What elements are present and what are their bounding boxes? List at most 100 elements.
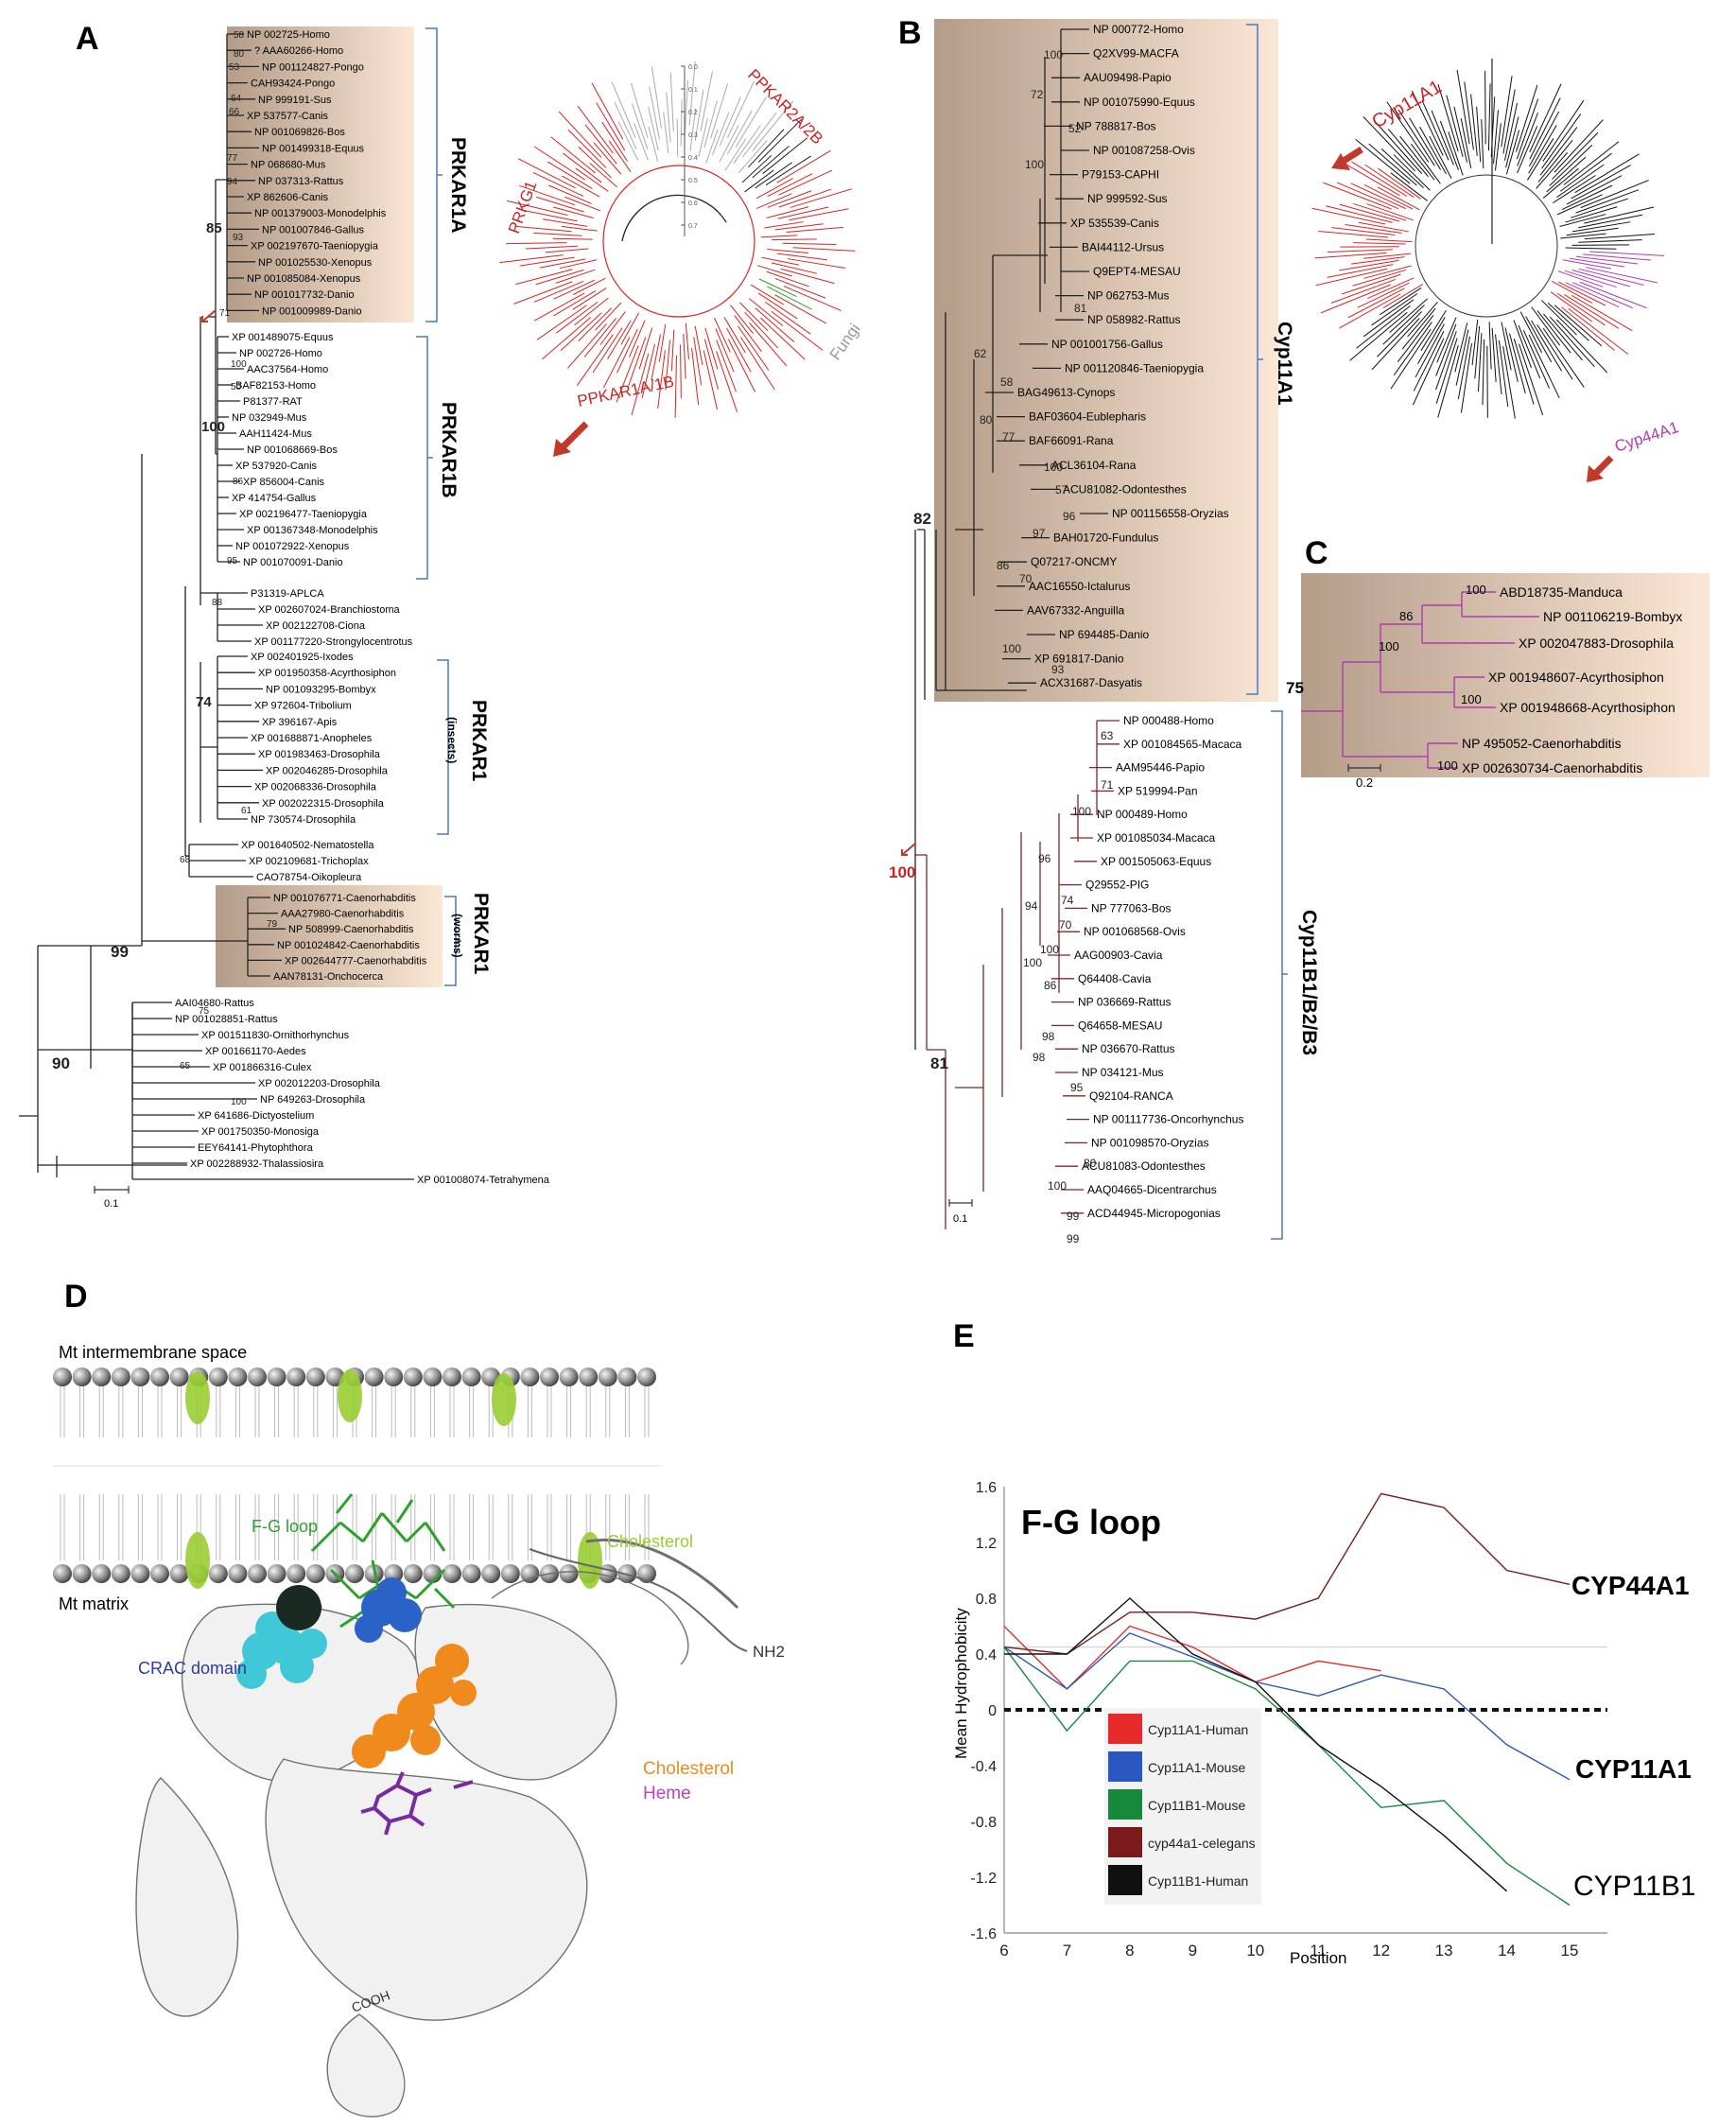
taxon-label: NP 730574-Drosophila [251, 814, 356, 826]
circ-branch [616, 328, 638, 374]
circ-branch [705, 129, 719, 165]
taxon-label: ACX31687-Dasyatis [1040, 676, 1142, 689]
circ-branch [767, 286, 812, 310]
circ-branch [778, 169, 833, 196]
cholesterol-spheres [352, 1644, 477, 1768]
circ-branch [1570, 198, 1628, 218]
circ-branch [787, 258, 846, 270]
panel-a-arrow [201, 309, 217, 322]
circ-branch [774, 294, 827, 324]
x-tick-label: 12 [1372, 1942, 1390, 1960]
taxon-label: Q9EPT4-MESAU [1093, 265, 1181, 278]
circ-branch [562, 175, 600, 198]
circ-a-fungi-label: Fungi [826, 321, 864, 364]
circ-branch [740, 337, 775, 391]
circ-branch [651, 334, 662, 381]
taxon-label: BAF82153-Homo [235, 380, 316, 392]
taxon-label: XP 535539-Canis [1070, 217, 1159, 230]
circ-branch [755, 162, 792, 189]
d-nh2-label: NH2 [753, 1643, 785, 1661]
cyp11b-label: Cyp11B1/B2/B3 [1298, 910, 1320, 1055]
circ-branch [1323, 182, 1392, 210]
protein-ribbon [135, 1539, 739, 2117]
circ-branch [1542, 99, 1585, 162]
prkar1-insects-label: PRKAR1 [468, 700, 490, 782]
taxon-label: AAC16550-Ictalurus [1029, 580, 1130, 593]
circ-branch [1560, 233, 1606, 239]
circ-branch [1580, 180, 1649, 209]
circ-branch [567, 323, 607, 369]
bootstrap-small: 68 [180, 855, 191, 865]
panel-b-tree: NP 000772-Homo Q2XV99-MACFA AAU09498-Papio… [889, 19, 1320, 1245]
circ-branch [1536, 323, 1573, 380]
taxon-label: NP 001069826-Bos [254, 127, 345, 138]
heme-sticks [360, 1771, 474, 1836]
circ-branch [1460, 342, 1472, 413]
taxon-label: Q92104-RANCA [1089, 1089, 1173, 1103]
circ-branch [698, 117, 708, 158]
circ-branch [1337, 159, 1400, 197]
taxon-label: XP 001640502-Nematostella [241, 840, 374, 851]
circ-branch [1455, 329, 1469, 386]
circ-branch [1498, 340, 1509, 408]
bootstrap-small: 64 [231, 94, 242, 104]
circ-branch [543, 218, 588, 227]
taxon-label: XP 001177220-Strongylocentrotus [254, 636, 413, 648]
circ-branch [545, 248, 589, 253]
taxon-label: AAN78131-Onchocerca [273, 971, 384, 983]
taxon-label: NP 001156558-Oryzias [1112, 507, 1229, 520]
circ-branch [1339, 293, 1401, 329]
circ-branch [774, 223, 824, 231]
circ-branch [631, 82, 649, 139]
circ-branch [1571, 270, 1631, 287]
circ-branch [589, 163, 617, 188]
circ-branch [1470, 94, 1478, 156]
circ-branch [757, 292, 798, 320]
taxon-label: NP 001072922-Xenopus [235, 541, 350, 552]
circ-branch [1367, 277, 1415, 299]
cholesterol-upper-3 [492, 1373, 516, 1426]
circ-branch [757, 118, 802, 163]
circ-branch [620, 312, 640, 345]
panel-e-chart: 1.6 1.2 0.8 0.4 0 -0.4 -0.8 -1.2 -1.66 7 8 9 10 11 12 1… [952, 1480, 1696, 1967]
circ-branch [649, 86, 660, 140]
y-tick-label: 1.2 [976, 1536, 997, 1552]
annotation-cyp11a1: CYP11A1 [1575, 1754, 1692, 1784]
circ-branch [1336, 182, 1399, 210]
prkar1-worms-label: PRKAR1 [470, 893, 492, 975]
circ-branch [553, 290, 597, 317]
circ-branch [1371, 293, 1418, 326]
circ-branch [648, 126, 659, 163]
circ-branch [515, 269, 573, 286]
circ-branch [1491, 327, 1497, 382]
circ-branch [726, 110, 753, 155]
circ-a-arrow-head [553, 439, 571, 457]
circ-branch [1439, 120, 1459, 171]
taxon-label: ACU81083-Odontesthes [1082, 1159, 1206, 1173]
y-tick-label: 1.6 [976, 1480, 997, 1496]
panel-letter-a: A [76, 21, 99, 57]
c-bootstrap-75: 75 [1286, 679, 1304, 697]
y-tick-label: -0.8 [970, 1815, 997, 1831]
circ-branch [1549, 145, 1593, 186]
taxon-label: NP 001070091-Danio [243, 557, 343, 568]
circ-branch [713, 317, 731, 353]
legend-swatch [1108, 1827, 1142, 1857]
circ-branch [1516, 98, 1539, 160]
circ-branch [533, 292, 585, 322]
circ-branch [564, 196, 601, 212]
d-cholesterol-label: Cholesterol [643, 1759, 734, 1779]
x-tick-label: 8 [1125, 1942, 1134, 1960]
circ-branch [561, 225, 598, 232]
circ-branch [735, 96, 767, 148]
taxon-label: NP 034121-Mus [1082, 1066, 1164, 1079]
circ-branch [1389, 298, 1428, 334]
circ-branch [651, 66, 662, 129]
d-cholesterol-top-label: Cholesterol [607, 1532, 693, 1551]
circ-branch [1375, 122, 1423, 174]
taxon-label: XP 001750350-Monosiga [201, 1126, 320, 1138]
circ-inner-ring [602, 165, 755, 318]
bootstrap-small: 75 [199, 1006, 210, 1017]
circ-branch [1528, 125, 1557, 174]
circ-branch [499, 254, 564, 264]
